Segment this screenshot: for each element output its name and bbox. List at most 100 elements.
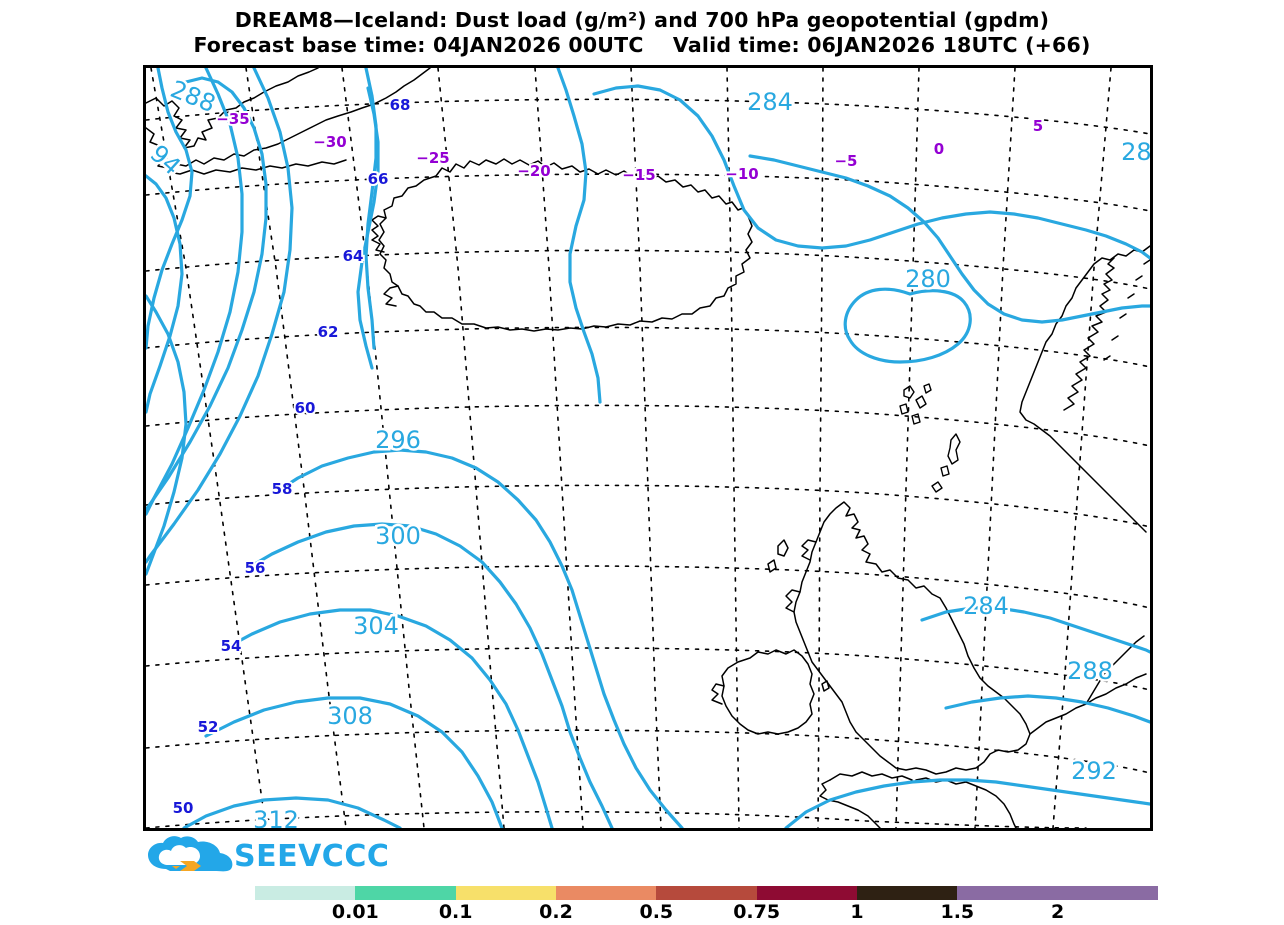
lat-label-66: 66 (368, 170, 389, 188)
contour-label-296: 296 (375, 426, 421, 454)
title-line-1: DREAM8—Iceland: Dust load (g/m²) and 700… (234, 8, 1050, 32)
colorbar-segment-7 (957, 886, 1058, 900)
contour-label-304: 304 (353, 612, 399, 640)
lat-label-54: 54 (221, 637, 242, 655)
seevccc-logo[interactable]: SEEVCCC (146, 835, 389, 879)
coastline-france (915, 777, 1017, 828)
colorbar-label-6: 1.5 (940, 901, 975, 923)
coastline-isle-of-man (821, 680, 830, 692)
contour-left-1 (146, 294, 188, 576)
contour-308 (204, 696, 504, 828)
chart-title-block: DREAM8—Iceland: Dust load (g/m²) and 700… (0, 8, 1284, 58)
map-panel[interactable]: 288 94 284 284 280 296 300 284 304 288 3… (143, 65, 1153, 831)
contour-label-284-right: 284 (1121, 138, 1150, 166)
coastline-iceland-fjord-w (383, 285, 399, 307)
lon-label-5: 5 (1033, 117, 1043, 135)
lat-label-50: 50 (173, 799, 194, 817)
contour-294-edge (146, 174, 184, 414)
contour-284-center (556, 68, 602, 404)
contour-284-gb (920, 606, 1150, 654)
colorbar-label-3: 0.5 (639, 901, 674, 923)
colorbar-label-4: 0.75 (733, 901, 781, 923)
contour-iceland-w (356, 86, 380, 370)
coastline-ireland-west (711, 683, 725, 705)
meridian-grid (150, 68, 1112, 828)
contour-label-300: 300 (375, 522, 421, 550)
lon-label--30: −30 (313, 133, 346, 151)
lon-label--20: −20 (517, 162, 550, 180)
colorbar-segment-2 (455, 886, 556, 900)
coastline-greenland-south (146, 68, 431, 169)
longitude-label-layer: −35 −30 −25 −20 −15 −10 −5 0 5 (214, 108, 1045, 186)
colorbar-segment-1 (355, 886, 456, 900)
parallel-grid (146, 98, 1150, 828)
coastline-norway-fjords (1063, 257, 1115, 411)
lat-label-64: 64 (343, 247, 364, 265)
colorbar-segment-8 (1057, 886, 1158, 900)
lon-label-0: 0 (934, 140, 944, 158)
lon-label--25: −25 (416, 149, 449, 167)
weather-map-canvas[interactable]: 288 94 284 284 280 296 300 284 304 288 3… (146, 68, 1150, 828)
coastline-greenland-detail (167, 159, 347, 175)
coastline-france-brittany (829, 771, 913, 781)
lon-label--35: −35 (216, 110, 249, 128)
lat-label-60: 60 (295, 399, 316, 417)
contour-label-284-top: 284 (747, 88, 793, 116)
lat-label-52: 52 (198, 718, 219, 736)
coastline-layer (146, 68, 1150, 828)
coastline-iceland-fjord-nw (371, 215, 387, 253)
title-line-2: Forecast base time: 04JAN2026 00UTC Vali… (193, 33, 1091, 57)
colorbar-label-5: 1 (850, 901, 864, 923)
contour-label-308: 308 (327, 702, 373, 730)
contour-left-2 (146, 68, 244, 516)
coastline-norway (1019, 245, 1150, 533)
lon-label--10: −10 (725, 165, 758, 183)
contour-left-3 (146, 68, 294, 564)
coastline-greenland (146, 68, 319, 149)
colorbar-tick-labels: 0.01 0.1 0.2 0.5 0.75 1 1.5 2 (255, 901, 1158, 925)
contour-296 (274, 448, 684, 828)
colorbar-label-2: 0.2 (539, 901, 573, 923)
coastline-scotland-lochs (801, 539, 817, 561)
latitude-label-layer: 68 66 64 62 60 58 56 54 52 50 (171, 94, 413, 819)
contour-304 (224, 608, 554, 828)
contour-280-closed (843, 287, 972, 364)
colorbar-segment-3 (555, 886, 657, 900)
coastline-hebrides-2 (767, 559, 777, 573)
arrow-icon (180, 861, 201, 871)
contour-288-top (146, 76, 268, 512)
coastline-iceland (378, 158, 753, 332)
colorbar-segment-5 (756, 886, 857, 900)
coastline-shetland (931, 433, 961, 493)
contour-292-gb (784, 778, 1150, 828)
coastline-ireland (721, 649, 815, 735)
colorbar-segment-6 (856, 886, 958, 900)
colorbar-segment-0 (255, 886, 356, 900)
lat-label-68: 68 (390, 96, 411, 114)
contour-label-312: 312 (253, 806, 299, 828)
coastline-scotland-west (785, 589, 801, 613)
coastline-brittany-tip (819, 779, 881, 828)
lat-label-56: 56 (245, 559, 266, 577)
contour-312 (182, 796, 402, 828)
geopotential-contours (146, 68, 1150, 828)
logo-text: SEEVCCC (234, 839, 390, 874)
coastline-norway-islands (1103, 259, 1150, 361)
colorbar-segment-4 (656, 886, 757, 900)
coastline-hebrides (777, 539, 789, 557)
contour-label-292-gb: 292 (1071, 757, 1117, 785)
lon-label--5: −5 (834, 152, 857, 170)
contour-300 (246, 522, 614, 828)
contour-288-gb (944, 694, 1150, 724)
coastline-faroe (899, 383, 932, 425)
contour-288-nw (146, 68, 194, 350)
contour-284-upper (748, 154, 1150, 324)
coastline-great-britain (793, 501, 1031, 775)
colorbar-label-1: 0.1 (438, 901, 473, 923)
contour-label-284-gb: 284 (963, 592, 1009, 620)
lat-label-58: 58 (272, 480, 293, 498)
contour-label-280: 280 (905, 265, 951, 293)
colorbar-label-0: 0.01 (331, 901, 379, 923)
contour-label-288-gb: 288 (1067, 657, 1113, 685)
lon-label--15: −15 (622, 166, 655, 184)
